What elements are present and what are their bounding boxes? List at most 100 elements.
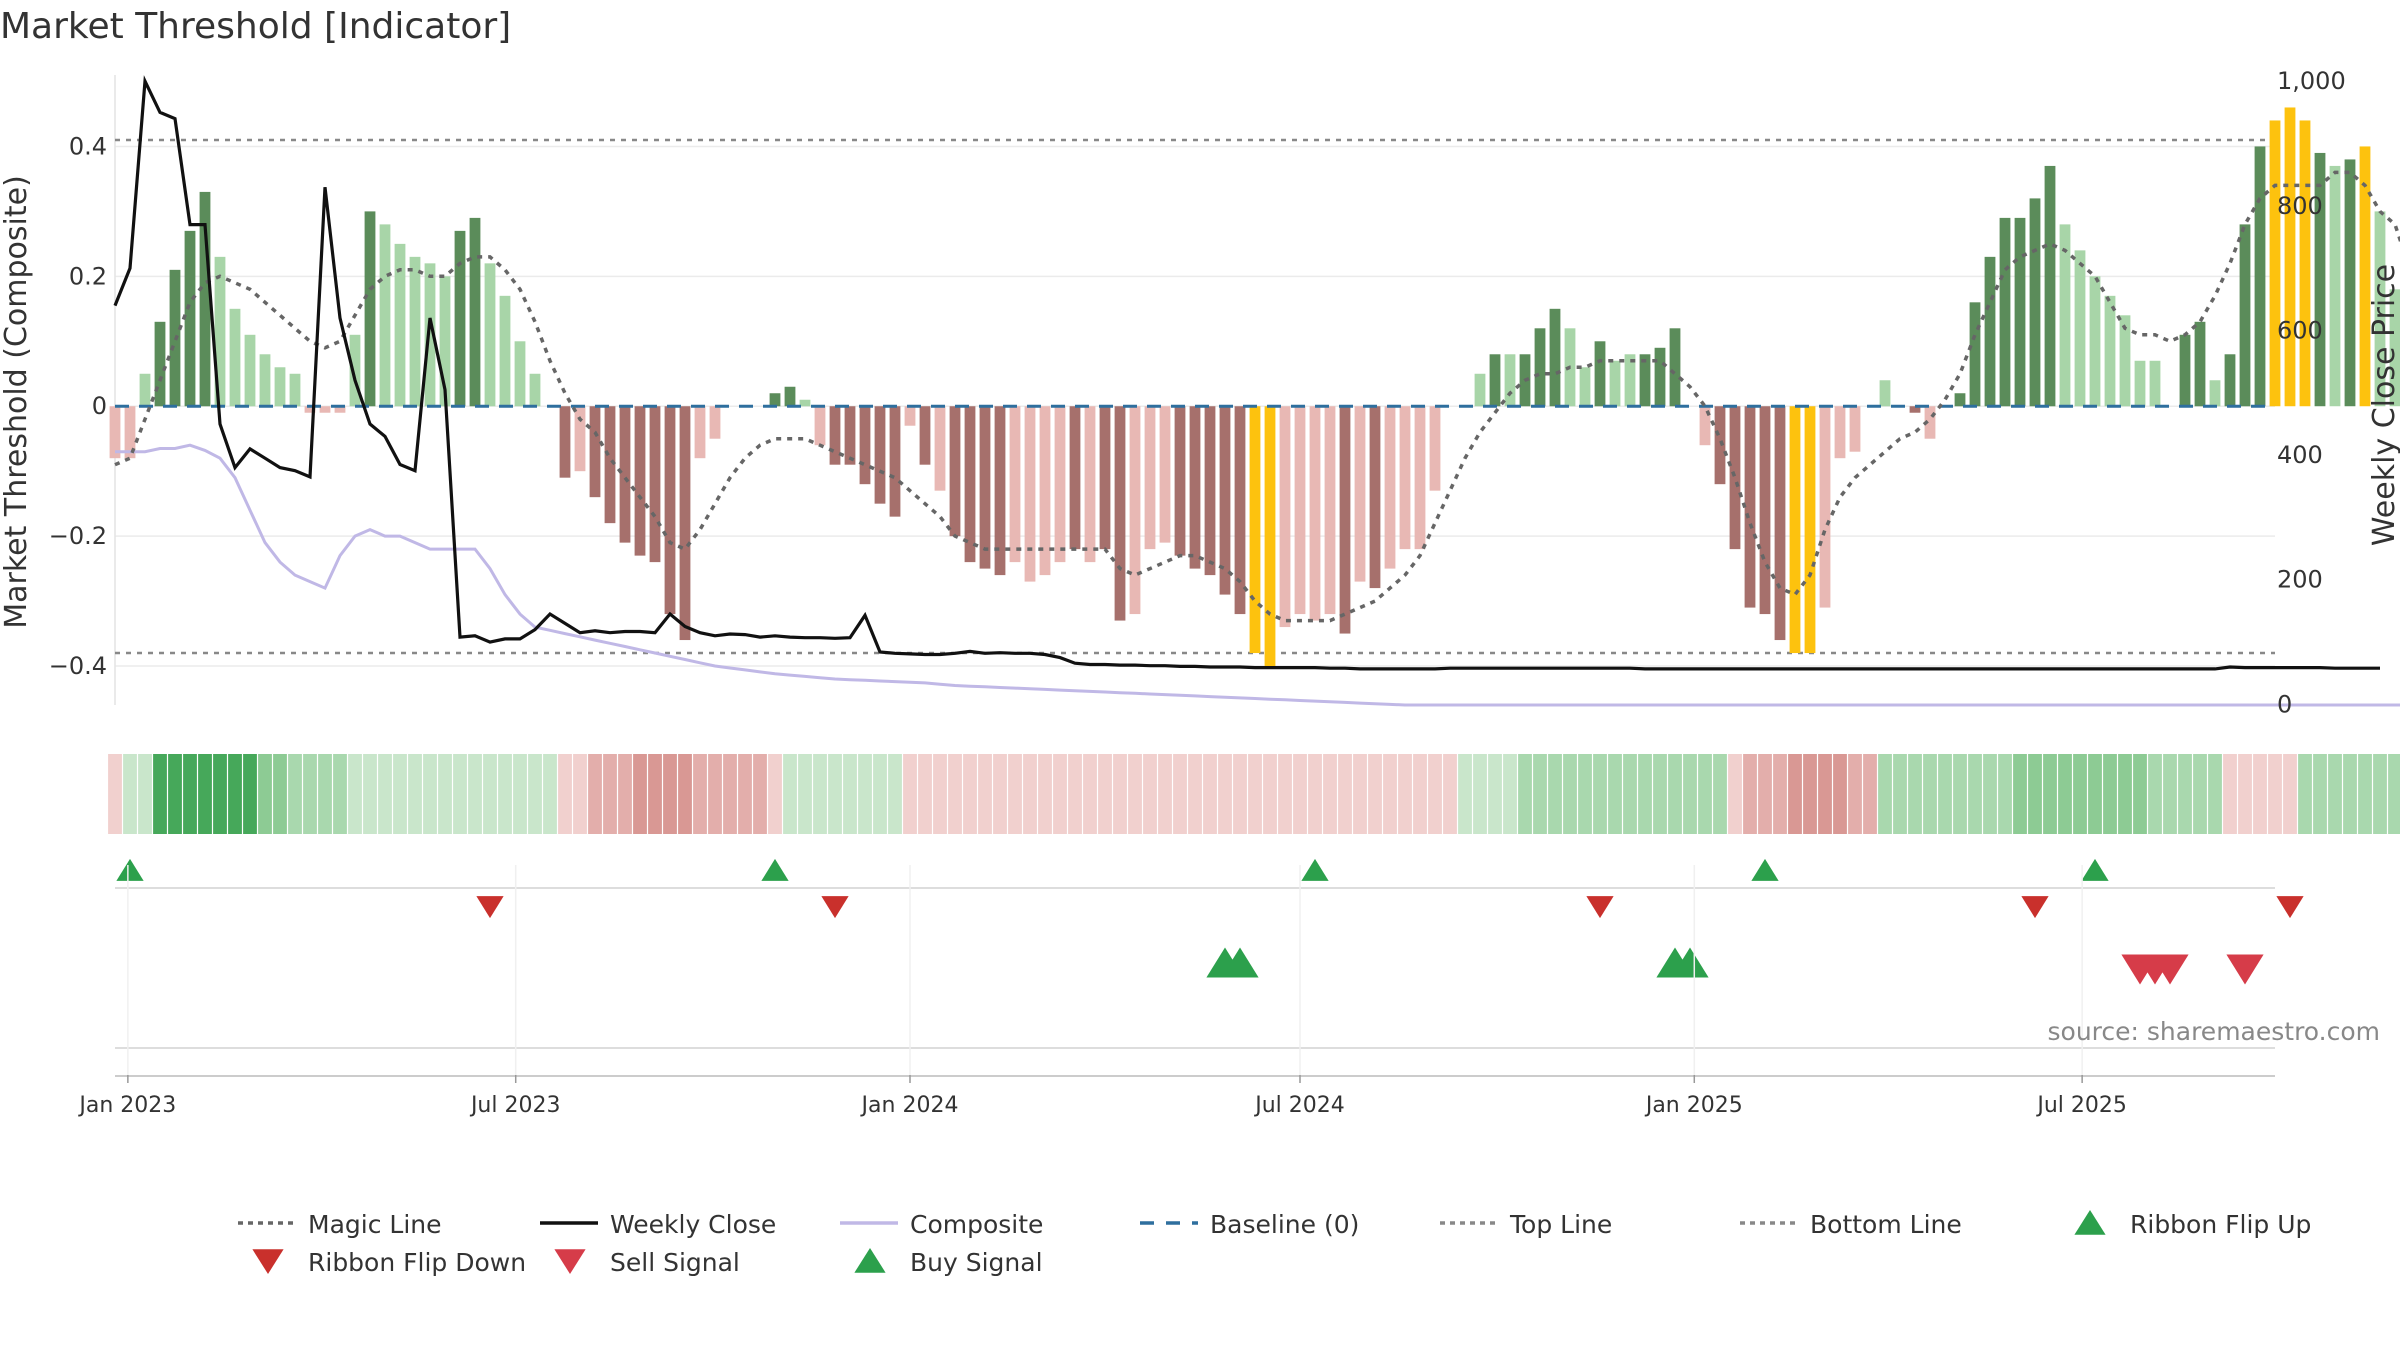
bar [1609,360,1621,407]
ribbon-cell [2163,754,2177,834]
ribbon-cell [513,754,527,834]
bar [1294,406,1306,615]
ribbon-cell [1743,754,1757,834]
bar [1339,406,1351,634]
bar [2044,165,2056,407]
ribbon-cell [963,754,977,834]
legend-label: Composite [910,1210,1043,1239]
y2-tick-label: 600 [2277,316,2323,344]
bar [1009,406,1021,563]
ribbon-cell [1788,754,1802,834]
ribbon-cell [693,754,707,834]
ribbon-cell [543,754,557,834]
bar [1534,328,1546,407]
bar [1699,406,1711,446]
legend-label: Top Line [1509,1210,1612,1239]
bar [709,406,721,439]
magic-line [114,170,2400,623]
bar [1069,406,1081,550]
bar [1129,406,1141,615]
legend-swatch [854,1248,886,1273]
bar [1144,406,1156,550]
ribbon-flip-up-marker [116,858,144,881]
ribbon-flip-up-marker [1301,858,1329,881]
bar [1594,341,1606,407]
x-tick-label: Jul 2023 [469,1093,561,1118]
bar [469,217,481,407]
bar [1774,406,1786,641]
ribbon-cell [483,754,497,834]
ribbon-cell [423,754,437,834]
ribbon-cell [1563,754,1577,834]
bar [1954,393,1966,407]
ribbon-cell [1773,754,1787,834]
ribbon-cell [828,754,842,834]
ribbon-cell [708,754,722,834]
bar [289,373,301,407]
bar [1414,406,1426,550]
ribbon-cell [1413,754,1427,834]
ribbon-cell [2013,754,2027,834]
bar [1189,406,1201,569]
bar [1174,406,1186,556]
bar [1549,308,1561,407]
ribbon-cell [1218,754,1232,834]
ribbon-cell [498,754,512,834]
bar [229,308,241,407]
bar [274,367,286,407]
bar [2269,120,2281,407]
y2-tick-label: 800 [2277,192,2323,220]
ribbon-cell [153,754,167,834]
ribbon-cell [1323,754,1337,834]
y-axis-left: 0.4 0.2 0 −0.2 −0.4 [49,132,107,680]
ribbon-cell [1968,754,1982,834]
ribbon-cell [2028,754,2042,834]
y-tick-label: 0 [92,392,107,420]
ribbon-cell [2373,754,2387,834]
bar [2344,159,2356,407]
bar [349,334,361,407]
bar [439,276,451,407]
ribbon-cell [1068,754,1082,834]
bar [844,406,856,465]
ribbon-cell [303,754,317,834]
ribbon-cell [2193,754,2207,834]
bar [334,406,346,413]
ribbon-cell [393,754,407,834]
legend-label: Sell Signal [610,1248,740,1277]
ribbon-cell [1818,754,1832,834]
bar [304,406,316,413]
bar [154,321,166,407]
ribbon-cell [1278,754,1292,834]
bar [364,211,376,407]
bar [1324,406,1336,615]
ribbon-cell [1638,754,1652,834]
bar [1984,256,1996,407]
bar [484,263,496,407]
ribbon-cell [2208,754,2222,834]
bar [2029,198,2041,407]
bar [1309,406,1321,621]
bar [634,406,646,556]
ribbon-cell [1803,754,1817,834]
legend-label: Ribbon Flip Up [2130,1210,2311,1239]
bar [454,230,466,407]
x-tick-label: Jul 2025 [2035,1093,2127,1118]
chart-title: Market Threshold [Indicator] [0,6,511,47]
ribbon-cell [1623,754,1637,834]
bars [109,107,2400,667]
y-axis-title: Market Threshold (Composite) [0,175,34,629]
ribbon-cell [198,754,212,834]
ribbon-cell [468,754,482,834]
legend-label: Buy Signal [910,1248,1043,1277]
ribbon-cell [168,754,182,834]
signal-markers [115,858,2304,1077]
ribbon-cell [798,754,812,834]
bar [1399,406,1411,550]
bar [1924,406,1936,439]
ribbon-cell [1443,754,1457,834]
ribbon-cell [1608,754,1622,834]
ribbon-cell [453,754,467,834]
ribbon-cell [1503,754,1517,834]
